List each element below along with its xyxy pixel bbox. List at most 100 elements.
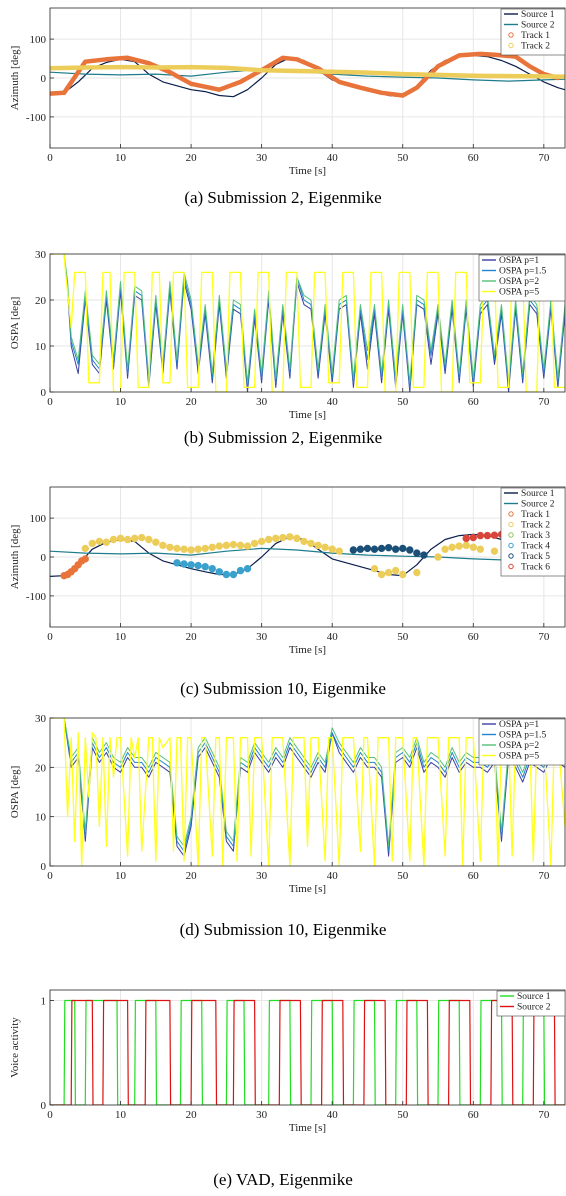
- x-tick-label: 10: [115, 152, 127, 164]
- ticks: 0 10 20 30 40 50 60 70 0 10 20 30: [35, 249, 550, 408]
- data-point: [222, 541, 231, 550]
- series-track-5: [349, 543, 428, 559]
- x-tick-label: 60: [468, 870, 480, 882]
- data-point: [229, 540, 238, 549]
- series-ospa-p-2-line: [50, 254, 565, 384]
- data-point: [370, 545, 379, 553]
- data-point: [420, 551, 428, 559]
- data-point: [187, 561, 195, 569]
- data-point: [476, 545, 485, 553]
- data-point: [81, 555, 89, 563]
- data-point: [215, 568, 224, 576]
- grid: [49, 487, 565, 627]
- legend-marker: [508, 511, 514, 517]
- y-tick-label: 10: [35, 341, 47, 353]
- y-tick-label: 100: [30, 513, 47, 525]
- data-point: [173, 559, 181, 567]
- data-point: [377, 570, 386, 579]
- legend-label: OSPA p=1.5: [499, 267, 546, 277]
- legend-label: Source 2: [521, 500, 555, 510]
- data-point: [399, 570, 407, 579]
- y-axis-label: Azimuth [deg]: [9, 525, 21, 589]
- legend-label: Track 1: [521, 31, 550, 41]
- legend-label: Source 2: [517, 1003, 551, 1013]
- y-tick-label: 20: [35, 762, 47, 774]
- data-point: [88, 539, 97, 548]
- y-tick-label: -100: [26, 112, 47, 124]
- x-tick-label: 30: [256, 396, 268, 408]
- series-ospa-p-5-line: [50, 718, 565, 866]
- data-point: [187, 546, 195, 554]
- data-point: [462, 534, 470, 543]
- ticks: 0 10 20 30 40 50 60 70 -100 0 100: [26, 34, 550, 164]
- panel-a: 0 10 20 30 40 50 60 70 -100 0 100 Time [s] Azimuth […: [0, 0, 566, 220]
- ticks: 0 10 20 30 40 50 60 70 0 1: [41, 995, 550, 1121]
- x-tick-label: 50: [397, 870, 409, 882]
- caption-b: (b) Submission 2, Eigenmike: [183, 428, 383, 447]
- data-point: [406, 546, 414, 554]
- data-point: [377, 544, 386, 553]
- x-tick-label: 30: [256, 631, 268, 643]
- legend-label: Source 2: [521, 21, 555, 31]
- ticks: 0 10 20 30 40 50 60 70 -100 0 100: [26, 513, 550, 643]
- series-track-1-line: [50, 51, 561, 98]
- data-point: [434, 553, 442, 561]
- data-point: [130, 534, 139, 543]
- x-tick-label: 0: [47, 1109, 53, 1121]
- x-tick-label: 40: [327, 631, 339, 643]
- x-tick-label: 20: [186, 396, 198, 408]
- data-point: [243, 542, 252, 550]
- y-axis-label: Voice activity: [9, 1017, 21, 1078]
- data-point: [116, 534, 125, 543]
- data-point: [448, 543, 456, 551]
- x-tick-label: 20: [186, 631, 198, 643]
- data-point: [95, 537, 104, 546]
- plot-area: [50, 999, 565, 1105]
- data-point: [363, 544, 372, 553]
- legend-label: Source 1: [521, 489, 555, 499]
- x-axis-label: Time [s]: [289, 165, 326, 177]
- data-point: [328, 545, 336, 553]
- x-tick-label: 40: [327, 870, 339, 882]
- data-point: [335, 547, 343, 555]
- y-tick-label: 0: [41, 73, 47, 85]
- plot-frame: [49, 989, 566, 1106]
- x-tick-label: 0: [47, 396, 53, 408]
- legend-label: OSPA p=1.5: [499, 731, 546, 741]
- x-axis-label: Time [s]: [289, 883, 326, 895]
- data-point: [201, 544, 209, 553]
- data-point: [300, 537, 308, 546]
- x-tick-label: 30: [256, 152, 268, 164]
- legend-marker: [508, 521, 514, 528]
- legend-marker: [508, 553, 514, 559]
- x-axis-label: Time [s]: [289, 1122, 326, 1134]
- x-tick-label: 50: [397, 631, 409, 643]
- x-tick-label: 70: [538, 396, 550, 408]
- legend-label: Source 1: [517, 992, 551, 1002]
- legend-label: Track 2: [521, 521, 550, 531]
- data-point: [102, 538, 111, 546]
- data-point: [349, 546, 358, 554]
- data-point: [138, 533, 146, 542]
- y-axis-label: OSPA [deg]: [9, 766, 21, 818]
- data-point: [166, 543, 174, 551]
- y-tick-label: 30: [35, 713, 47, 725]
- data-point: [314, 541, 322, 550]
- plot-area: [50, 51, 565, 98]
- legend-label: OSPA p=1: [499, 256, 539, 266]
- series-track-2: [81, 533, 565, 579]
- y-axis-label: Azimuth [deg]: [9, 46, 21, 110]
- panel-d: 0 10 20 30 40 50 60 70 0 10 20 30 Time [s] OSPA [deg]…: [0, 710, 566, 950]
- data-point: [180, 545, 188, 553]
- legend-label: Source 1: [521, 10, 555, 20]
- x-tick-label: 50: [397, 1109, 409, 1121]
- plot-frame: [49, 717, 566, 867]
- data-point: [194, 545, 202, 553]
- data-point: [201, 563, 209, 571]
- data-point: [469, 543, 477, 551]
- legend-label: Track 5: [521, 552, 550, 562]
- x-tick-label: 30: [256, 1109, 268, 1121]
- chart-c: 0 10 20 30 40 50 60 70 -100 0 100 Time [s] Azimuth […: [9, 486, 566, 656]
